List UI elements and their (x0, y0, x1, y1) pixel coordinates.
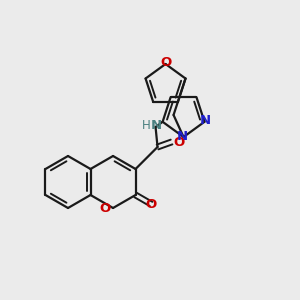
Text: N: N (177, 130, 188, 142)
Text: N: N (151, 118, 162, 131)
Text: O: O (160, 56, 171, 68)
Text: H: H (142, 118, 151, 131)
Text: O: O (146, 197, 157, 211)
Text: O: O (99, 202, 111, 214)
Text: N: N (200, 114, 211, 127)
Text: O: O (173, 136, 184, 148)
